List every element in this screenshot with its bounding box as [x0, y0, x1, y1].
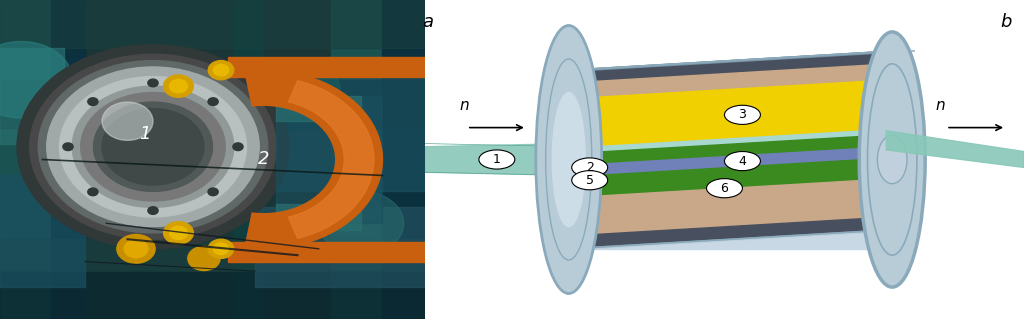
Circle shape [164, 222, 194, 244]
Circle shape [88, 98, 98, 106]
Text: 1: 1 [493, 153, 501, 166]
Circle shape [147, 79, 158, 87]
Circle shape [117, 234, 155, 263]
Circle shape [213, 64, 228, 76]
Bar [51, 0, 85, 319]
Circle shape [479, 150, 515, 169]
Text: b: b [1000, 13, 1012, 31]
Circle shape [164, 75, 194, 97]
Bar [332, 0, 383, 319]
Ellipse shape [859, 32, 925, 287]
Polygon shape [568, 129, 892, 154]
Circle shape [725, 105, 761, 124]
Polygon shape [568, 147, 892, 177]
Circle shape [208, 188, 218, 196]
Polygon shape [227, 57, 425, 77]
Bar [0, 175, 85, 287]
Bar [0, 239, 425, 271]
Circle shape [59, 77, 247, 217]
Bar [0, 0, 425, 48]
Text: 2: 2 [258, 151, 269, 168]
Circle shape [47, 67, 259, 226]
Polygon shape [227, 242, 425, 262]
Circle shape [571, 171, 607, 190]
Circle shape [30, 54, 276, 239]
Polygon shape [886, 131, 1024, 167]
Text: 2: 2 [586, 161, 594, 174]
Circle shape [93, 102, 213, 191]
Polygon shape [568, 51, 892, 83]
Text: $n$: $n$ [935, 98, 945, 113]
Circle shape [170, 79, 187, 93]
Bar [0, 271, 425, 319]
Circle shape [707, 179, 742, 198]
Circle shape [38, 61, 267, 233]
Circle shape [62, 143, 73, 151]
Text: 1: 1 [138, 125, 151, 143]
Circle shape [88, 188, 98, 196]
Circle shape [208, 239, 233, 258]
Bar [276, 204, 361, 230]
Ellipse shape [546, 70, 592, 249]
Circle shape [725, 152, 761, 171]
Text: a: a [422, 13, 433, 31]
Polygon shape [425, 144, 574, 175]
Text: 6: 6 [721, 182, 728, 195]
Bar [255, 207, 425, 287]
Circle shape [102, 102, 153, 140]
Bar [276, 64, 425, 191]
Circle shape [147, 207, 158, 214]
Text: $n$: $n$ [459, 98, 469, 113]
Circle shape [124, 240, 147, 258]
Bar [233, 0, 263, 319]
Bar [0, 48, 63, 144]
Text: 4: 4 [738, 155, 746, 167]
Polygon shape [568, 80, 892, 148]
Bar [0, 80, 425, 128]
Circle shape [213, 243, 228, 255]
Circle shape [208, 61, 233, 80]
Polygon shape [245, 70, 382, 249]
Polygon shape [568, 64, 892, 99]
Polygon shape [568, 135, 892, 166]
Polygon shape [272, 64, 340, 115]
Circle shape [102, 108, 204, 185]
Polygon shape [289, 81, 374, 238]
Polygon shape [568, 217, 892, 249]
Bar [383, 0, 425, 319]
Circle shape [571, 158, 607, 177]
Ellipse shape [878, 135, 907, 184]
Bar [568, 70, 892, 249]
Polygon shape [568, 230, 915, 249]
Circle shape [232, 143, 243, 151]
Polygon shape [568, 51, 915, 70]
Polygon shape [568, 158, 892, 198]
Text: 3: 3 [738, 108, 746, 121]
Circle shape [17, 45, 289, 249]
Circle shape [208, 98, 218, 106]
Bar [0, 0, 51, 319]
Polygon shape [318, 191, 403, 255]
Polygon shape [568, 179, 892, 236]
Circle shape [187, 246, 220, 271]
Circle shape [73, 86, 233, 207]
Bar [276, 96, 383, 223]
Text: 5: 5 [586, 174, 594, 187]
Circle shape [81, 93, 225, 201]
Polygon shape [0, 41, 73, 118]
Ellipse shape [869, 70, 915, 249]
Ellipse shape [552, 93, 585, 226]
Bar [276, 96, 361, 121]
Circle shape [170, 226, 187, 240]
Ellipse shape [536, 26, 602, 293]
